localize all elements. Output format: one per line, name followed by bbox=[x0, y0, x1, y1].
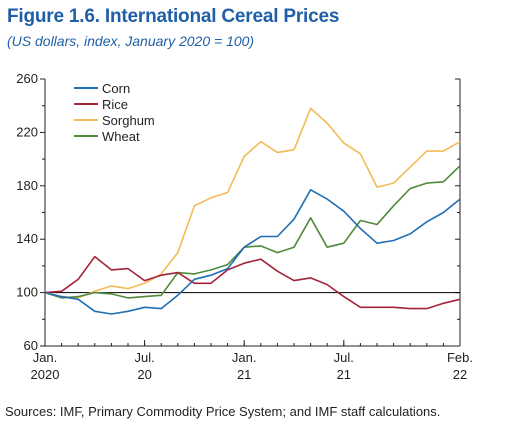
series-line-sorghum bbox=[44, 107, 461, 299]
y-tick-label: 220 bbox=[16, 124, 38, 139]
y-tick-label: 180 bbox=[16, 178, 38, 193]
x-tick-label: Feb. bbox=[447, 350, 473, 365]
y-tick-label: 260 bbox=[16, 71, 38, 86]
x-tick-label: 2020 bbox=[31, 367, 60, 382]
series-line-rice bbox=[44, 255, 461, 310]
figure-subtitle: (US dollars, index, January 2020 = 100) bbox=[7, 33, 255, 49]
legend-label-wheat: Wheat bbox=[102, 129, 140, 144]
legend-label-sorghum: Sorghum bbox=[102, 113, 155, 128]
y-tick-label: 140 bbox=[16, 231, 38, 246]
y-tick-label: 60 bbox=[24, 338, 38, 353]
chart-axes: 60 100 140 180 220 260 Jan. 2020 Jul. 20 Jan. 21 Jul… bbox=[16, 71, 473, 382]
series-line-corn bbox=[44, 189, 461, 315]
legend-label-corn: Corn bbox=[102, 81, 130, 96]
x-tick-label: 22 bbox=[453, 367, 467, 382]
x-tick-label: 20 bbox=[137, 367, 151, 382]
x-tick-label: 21 bbox=[337, 367, 351, 382]
legend-label-rice: Rice bbox=[102, 97, 128, 112]
source-note: Sources: IMF, Primary Commodity Price Sy… bbox=[5, 404, 441, 419]
line-chart: 60 100 140 180 220 260 Jan. 2020 Jul. 20 Jan. 21 Jul… bbox=[16, 71, 473, 382]
series-line-wheat bbox=[44, 165, 461, 299]
x-tick-label: Jul. bbox=[134, 350, 154, 365]
x-tick-label: 21 bbox=[237, 367, 251, 382]
y-tick-label: 100 bbox=[16, 285, 38, 300]
figure-title: Figure 1.6. International Cereal Prices bbox=[7, 6, 340, 27]
x-tick-label: Jan. bbox=[33, 350, 58, 365]
chart-series bbox=[44, 107, 461, 315]
x-tick-label: Jan. bbox=[232, 350, 257, 365]
x-tick-label: Jul. bbox=[334, 350, 354, 365]
